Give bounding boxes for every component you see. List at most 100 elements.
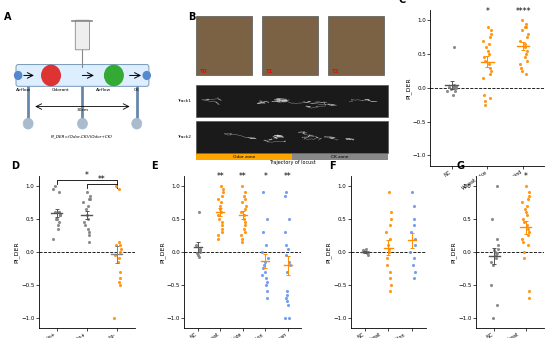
Circle shape [23,118,33,129]
Point [240,226,249,232]
Point [524,229,533,235]
Point [387,210,395,215]
Point [487,28,496,33]
Y-axis label: PI_DER: PI_DER [160,241,165,263]
FancyBboxPatch shape [196,121,388,153]
Point [52,216,60,221]
Point [214,216,223,221]
Point [54,219,63,225]
Point [261,259,270,264]
Point [217,210,226,215]
Point [282,252,290,258]
Point [386,269,394,274]
Point [263,279,272,284]
Point [238,239,246,245]
Point [218,226,227,232]
Point [450,45,459,50]
Point [80,219,89,225]
Y-axis label: PI_DER: PI_DER [14,241,20,263]
Point [445,84,454,89]
Point [53,223,62,228]
Point [410,203,419,208]
Point [213,233,222,238]
Point [110,315,119,321]
Point [114,256,123,261]
Point [215,203,224,208]
FancyBboxPatch shape [196,85,388,117]
Text: **: ** [216,172,224,181]
Point [486,34,494,40]
Point [478,75,487,80]
Point [217,199,226,205]
Point [196,248,205,253]
Text: *: * [263,172,267,181]
Point [480,55,489,60]
Point [386,275,394,281]
Point [84,226,93,232]
Circle shape [143,72,150,79]
Text: CK: CK [134,88,140,92]
Circle shape [132,118,142,129]
Point [410,269,419,274]
Point [55,190,64,195]
Point [282,299,291,304]
Point [258,229,267,235]
Point [240,193,249,198]
Point [85,196,94,201]
Point [284,315,293,321]
Point [193,250,202,256]
Point [386,223,395,228]
Point [381,229,390,235]
Circle shape [42,65,60,86]
Point [447,87,455,92]
Point [84,216,92,221]
Point [522,48,531,53]
Point [518,18,527,23]
Point [410,275,419,281]
Point [84,203,92,208]
Point [449,85,458,91]
Point [195,246,204,251]
Text: CK zone: CK zone [331,155,349,159]
Point [452,85,460,91]
Text: *: * [524,172,527,181]
Point [443,89,452,94]
Point [54,226,63,232]
Point [519,219,528,225]
Text: Odor zone: Odor zone [233,155,255,159]
Point [519,256,528,261]
Point [241,203,250,208]
Y-axis label: PI_DER: PI_DER [405,77,411,99]
Point [241,219,250,225]
Point [522,51,531,57]
Y-axis label: PI_DER: PI_DER [451,241,456,263]
Text: F: F [329,161,336,171]
Point [518,236,526,241]
Point [217,223,226,228]
Point [214,213,223,218]
Point [281,242,290,248]
Text: T2: T2 [332,69,339,74]
Point [523,31,532,37]
Text: E: E [151,161,158,171]
Point [450,89,459,94]
Point [520,45,529,50]
Point [519,216,527,221]
Point [492,183,501,188]
Point [383,242,392,248]
Point [213,196,222,201]
Point [54,210,63,215]
Point [409,256,418,261]
Point [263,256,272,261]
Point [384,190,393,195]
Point [518,28,526,33]
Point [485,62,494,67]
Point [522,183,531,188]
Point [449,92,458,97]
Point [491,252,500,258]
Point [195,255,204,260]
Point [280,229,289,235]
Point [518,239,527,245]
Point [194,252,203,258]
Point [521,55,530,60]
